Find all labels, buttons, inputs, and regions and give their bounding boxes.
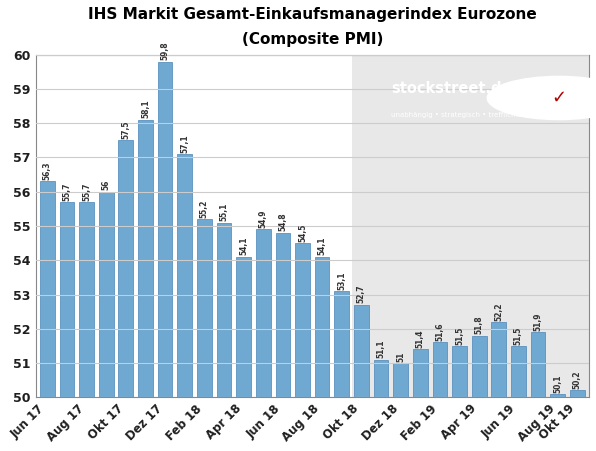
- Bar: [530, 332, 545, 397]
- Bar: [433, 342, 447, 397]
- Text: 56,3: 56,3: [43, 161, 52, 180]
- Title: IHS Markit Gesamt-Einkaufsmanagerindex Eurozone
(Composite PMI): IHS Markit Gesamt-Einkaufsmanagerindex E…: [88, 7, 536, 46]
- Text: 50,2: 50,2: [573, 371, 582, 389]
- Bar: [315, 257, 330, 397]
- Text: 57,1: 57,1: [180, 134, 190, 152]
- Text: ✓: ✓: [551, 89, 567, 107]
- Text: 55,7: 55,7: [82, 182, 91, 201]
- Text: 51,1: 51,1: [377, 340, 386, 358]
- Text: 55,2: 55,2: [200, 199, 209, 218]
- Text: 58,1: 58,1: [141, 100, 150, 118]
- Bar: [492, 322, 506, 397]
- Bar: [99, 192, 114, 397]
- Text: unabhängig • strategisch • trefflicher: unabhängig • strategisch • trefflicher: [391, 111, 523, 118]
- Text: 51,4: 51,4: [416, 330, 425, 348]
- Bar: [354, 305, 369, 397]
- Bar: [393, 363, 408, 397]
- Bar: [374, 359, 389, 397]
- Text: 51,9: 51,9: [533, 313, 542, 331]
- Text: 51: 51: [396, 351, 405, 362]
- Bar: [158, 61, 172, 397]
- Bar: [216, 222, 231, 397]
- Bar: [138, 120, 153, 397]
- Text: 54,8: 54,8: [278, 213, 287, 231]
- Bar: [550, 394, 565, 397]
- Text: 54,5: 54,5: [298, 223, 307, 242]
- Text: 56: 56: [102, 180, 111, 190]
- Text: stockstreet.de: stockstreet.de: [391, 81, 511, 96]
- Text: 54,1: 54,1: [239, 237, 248, 255]
- Bar: [178, 154, 192, 397]
- Text: 51,6: 51,6: [436, 322, 445, 341]
- Text: 54,9: 54,9: [259, 210, 268, 228]
- Bar: [570, 391, 585, 397]
- Bar: [119, 140, 134, 397]
- Text: 53,1: 53,1: [337, 271, 346, 290]
- Bar: [452, 346, 467, 397]
- Text: 57,5: 57,5: [122, 120, 131, 139]
- Bar: [295, 243, 310, 397]
- Bar: [511, 346, 526, 397]
- Text: 54,1: 54,1: [318, 237, 327, 255]
- Text: 51,5: 51,5: [455, 326, 464, 345]
- Bar: [197, 219, 212, 397]
- Text: 52,7: 52,7: [357, 285, 366, 304]
- Bar: [40, 181, 55, 397]
- Text: 52,2: 52,2: [494, 302, 503, 321]
- Bar: [472, 336, 486, 397]
- Circle shape: [488, 76, 596, 120]
- Bar: [334, 291, 349, 397]
- Bar: [79, 202, 94, 397]
- Text: 55,7: 55,7: [63, 182, 72, 201]
- Bar: [275, 233, 290, 397]
- Bar: [236, 257, 251, 397]
- Text: 50,1: 50,1: [553, 374, 562, 392]
- Bar: [256, 230, 271, 397]
- Text: 51,8: 51,8: [474, 316, 483, 334]
- Text: 59,8: 59,8: [160, 41, 170, 60]
- Bar: [413, 350, 427, 397]
- Text: 55,1: 55,1: [219, 203, 228, 221]
- Bar: [60, 202, 74, 397]
- Bar: [352, 55, 589, 397]
- Text: 51,5: 51,5: [514, 326, 523, 345]
